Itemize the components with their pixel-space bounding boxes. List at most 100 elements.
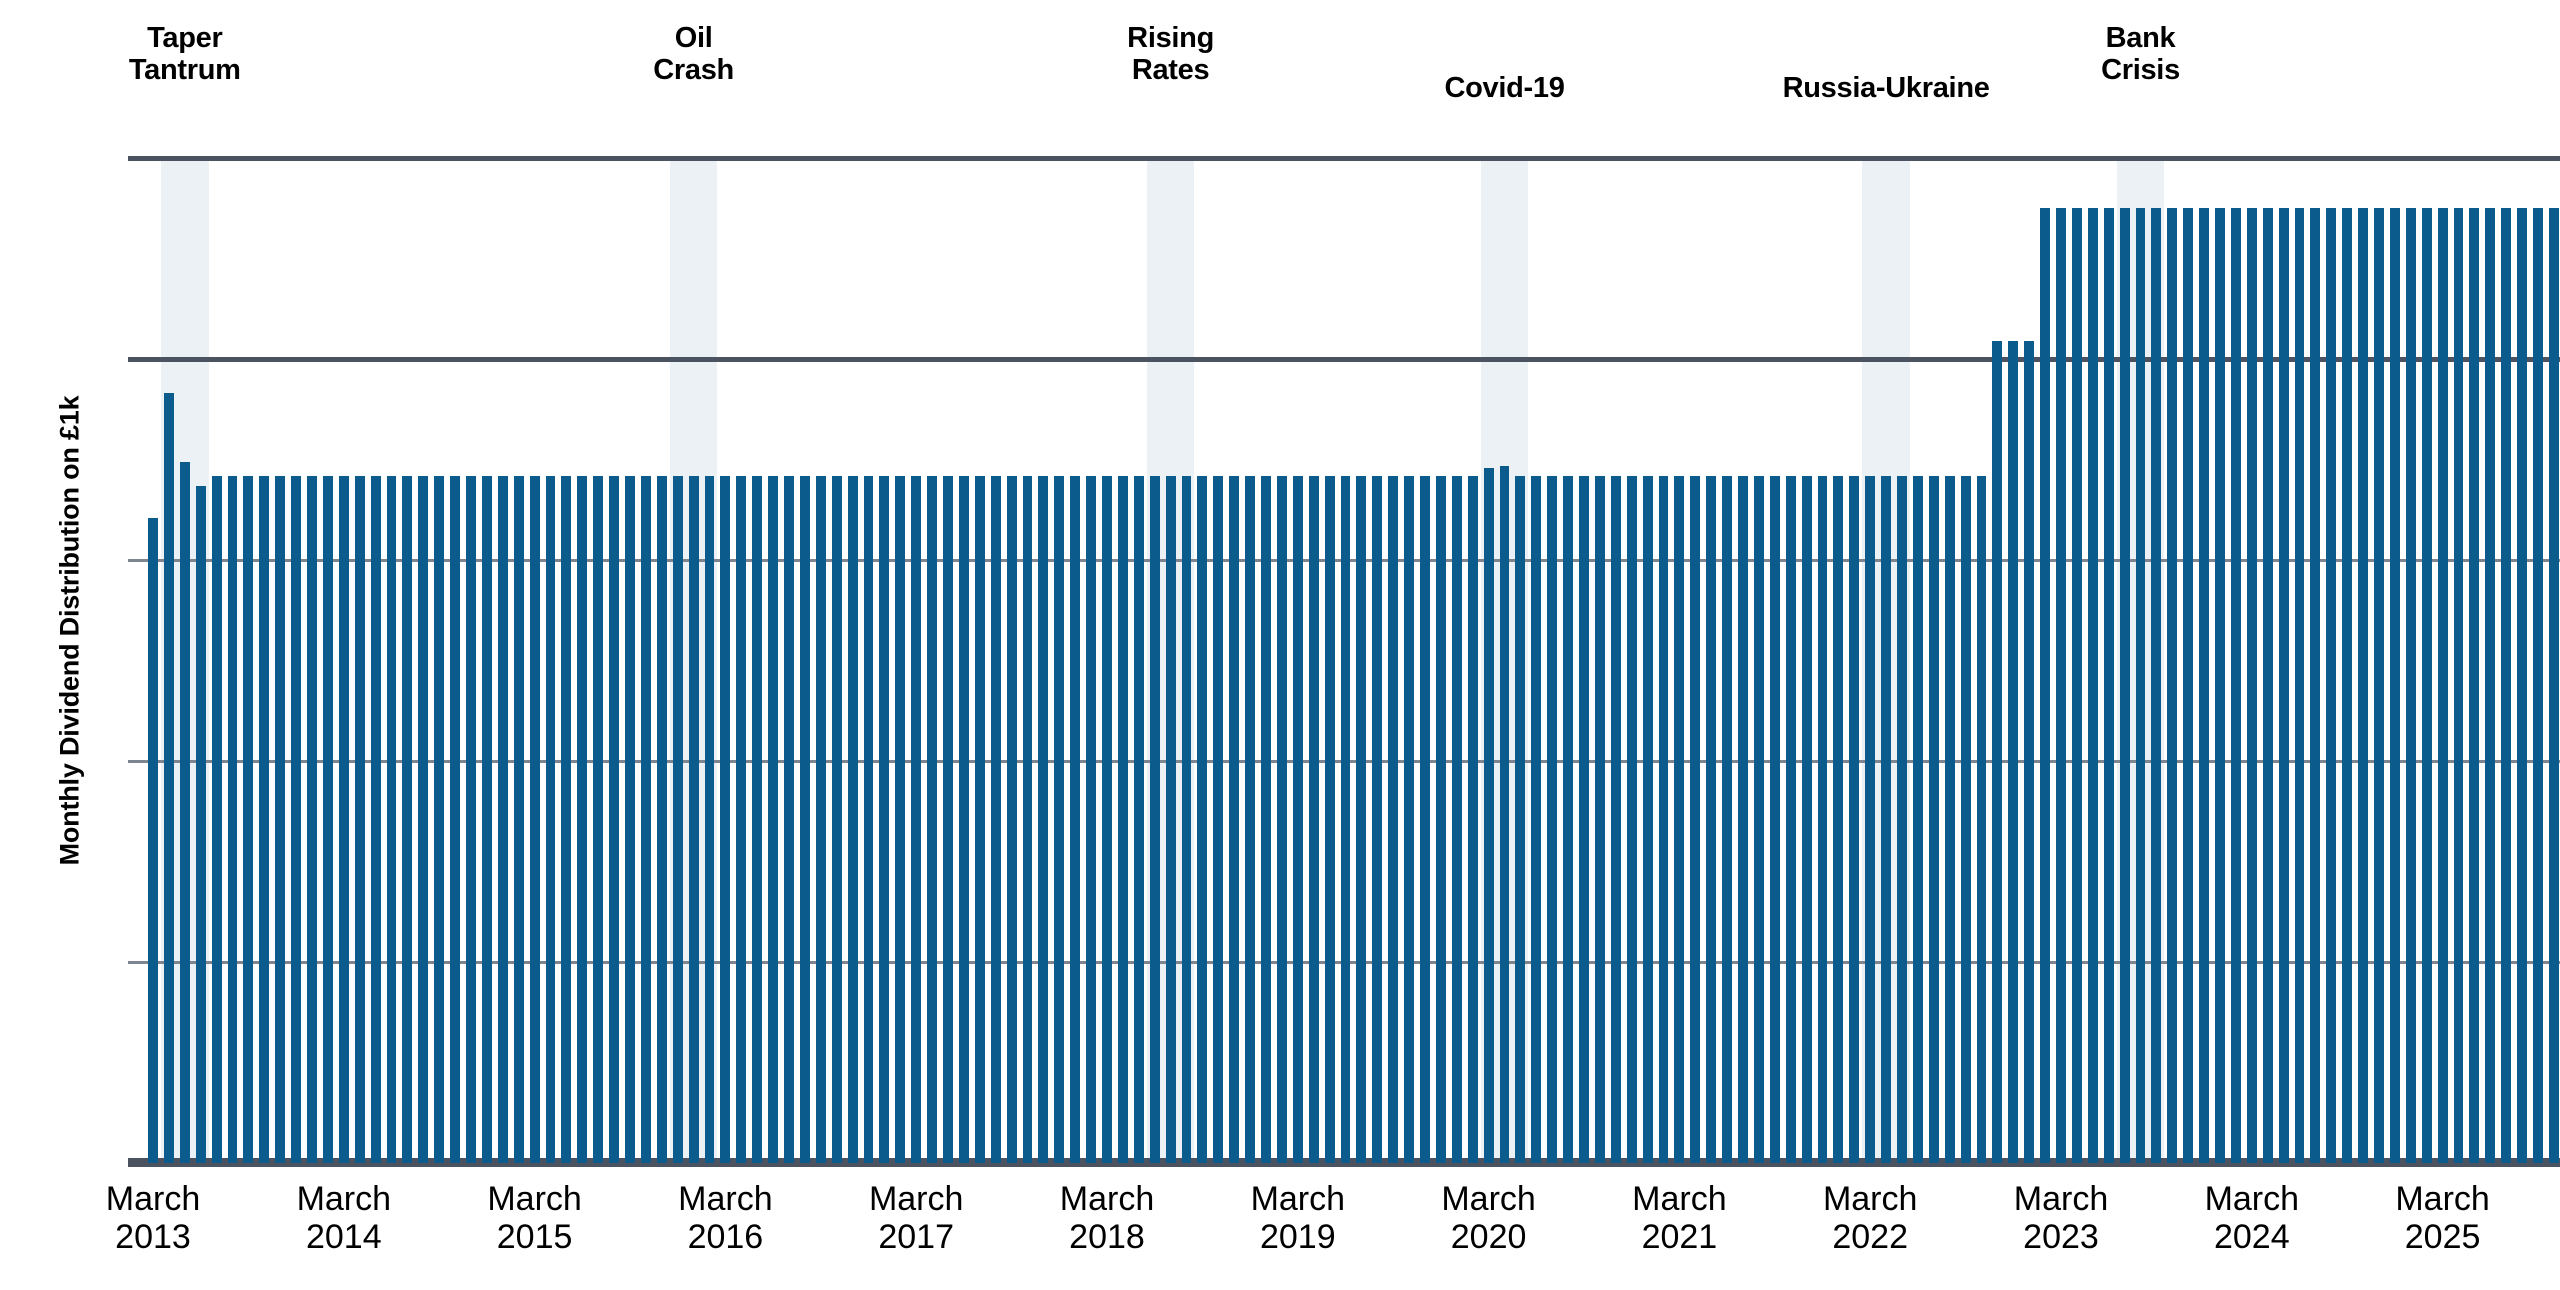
bar <box>481 475 492 1163</box>
bar <box>497 475 508 1163</box>
bar <box>768 475 778 1163</box>
bar <box>1865 475 1876 1163</box>
bar <box>1738 475 1748 1163</box>
bar <box>895 475 906 1163</box>
bar <box>434 475 445 1163</box>
x-tick-label: March 2018 <box>1059 1180 1155 1257</box>
bar <box>227 475 238 1163</box>
bar <box>2103 208 2114 1163</box>
bar <box>1070 475 1081 1163</box>
bar <box>2167 208 2178 1163</box>
bar <box>831 475 842 1163</box>
x-tick-label: March 2014 <box>296 1180 392 1257</box>
bar <box>1944 475 1955 1163</box>
bar <box>450 475 460 1163</box>
bar <box>561 475 572 1163</box>
bar <box>211 475 222 1163</box>
bar <box>799 475 810 1163</box>
bar <box>1388 475 1399 1163</box>
bar <box>1149 475 1160 1163</box>
bar <box>784 475 794 1163</box>
bar <box>863 475 874 1163</box>
bar <box>958 475 969 1163</box>
bar <box>1833 475 1844 1163</box>
event-label-russia-ukraine: Russia-Ukraine <box>1782 72 1990 104</box>
bar <box>720 475 731 1163</box>
bar <box>338 475 349 1163</box>
bar <box>1499 465 1510 1163</box>
bar <box>243 475 254 1163</box>
bar <box>1102 475 1112 1163</box>
bar <box>2230 208 2241 1163</box>
bar <box>990 475 1001 1163</box>
bar <box>2358 208 2368 1163</box>
bar <box>1213 475 1224 1163</box>
bar <box>1769 475 1780 1163</box>
bar <box>1992 340 2003 1163</box>
bar <box>1165 475 1176 1163</box>
bar <box>291 475 301 1163</box>
bar <box>2517 208 2527 1163</box>
bar <box>1292 475 1303 1163</box>
bar <box>354 475 365 1163</box>
bar <box>1340 475 1351 1163</box>
bar <box>1261 475 1271 1163</box>
bar <box>2199 208 2209 1163</box>
bar <box>2374 208 2384 1163</box>
bar <box>1356 475 1367 1163</box>
bar <box>2262 208 2273 1163</box>
bar <box>402 475 413 1163</box>
x-tick-label: March 2022 <box>1822 1180 1918 1257</box>
bar <box>1753 475 1764 1163</box>
bar <box>911 475 922 1163</box>
bar <box>1594 475 1605 1163</box>
bar <box>1372 475 1383 1163</box>
bar <box>1626 475 1637 1163</box>
y-axis-title: Monthly Dividend Distribution on £1k <box>54 395 85 866</box>
bar <box>2135 208 2146 1163</box>
bar <box>2548 208 2559 1163</box>
bar <box>2453 208 2464 1163</box>
bar <box>1435 475 1446 1163</box>
event-label-oil-crash: Oil Crash <box>653 22 734 87</box>
bar <box>1976 475 1987 1163</box>
bar <box>322 475 333 1163</box>
bar <box>2389 208 2400 1163</box>
bar <box>1276 475 1287 1163</box>
bar <box>752 475 763 1163</box>
bar <box>2294 208 2305 1163</box>
bar <box>688 475 699 1163</box>
bar <box>2215 208 2225 1163</box>
event-label-rising-rates: Rising Rates <box>1127 22 1215 87</box>
event-label-covid-19: Covid-19 <box>1444 72 1565 104</box>
bar <box>1038 475 1049 1163</box>
bar <box>1324 475 1335 1163</box>
x-tick-label: March 2013 <box>105 1180 201 1257</box>
bar <box>656 475 667 1163</box>
x-tick-label: March 2023 <box>2013 1180 2109 1257</box>
bar <box>2533 208 2543 1163</box>
bar <box>2278 208 2289 1163</box>
bar <box>1451 475 1462 1163</box>
bar <box>1610 475 1621 1163</box>
event-label-taper-tantrum: Taper Tantrum <box>128 22 241 87</box>
bar <box>2469 208 2480 1163</box>
bar <box>163 393 174 1163</box>
bar <box>148 517 158 1163</box>
bar <box>545 475 556 1163</box>
gridline-gbp5 <box>128 156 2560 161</box>
bar <box>2151 208 2162 1163</box>
bar <box>1690 475 1701 1163</box>
bar <box>625 475 635 1163</box>
bar <box>1960 475 1971 1163</box>
bar <box>1420 475 1430 1163</box>
bar <box>577 475 588 1163</box>
bar <box>2342 208 2353 1163</box>
bar <box>2405 208 2416 1163</box>
bar <box>1563 475 1573 1163</box>
bar <box>179 461 190 1163</box>
bar <box>1006 475 1017 1163</box>
x-tick-label: March 2017 <box>868 1180 964 1257</box>
bar <box>1404 475 1414 1163</box>
bar <box>1229 475 1240 1163</box>
